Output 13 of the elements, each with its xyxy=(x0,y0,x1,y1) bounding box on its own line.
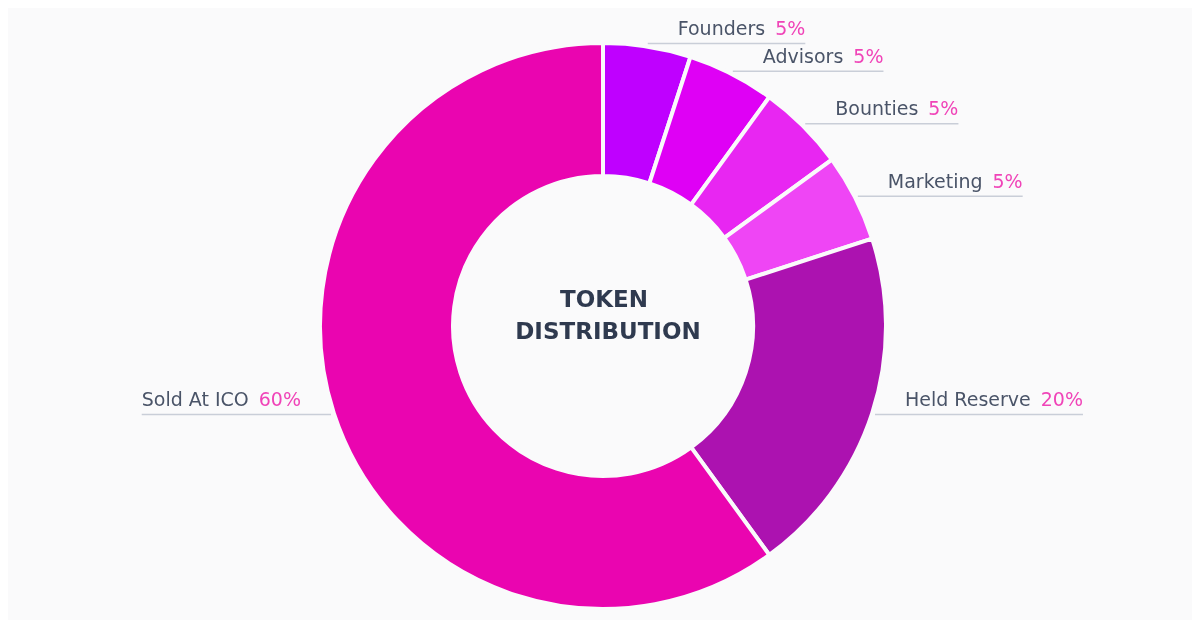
slice-label: Marketing xyxy=(887,169,983,192)
slice-label: Bounties xyxy=(835,97,919,120)
slice-label: Founders xyxy=(677,17,766,40)
text: TOKEN DISTRIBUTION xyxy=(515,286,701,344)
data-label: 5% xyxy=(992,169,1023,192)
slice-label: Advisors xyxy=(762,44,844,67)
data-label: 60% xyxy=(258,387,301,410)
data-label: 5% xyxy=(853,44,884,67)
data-label: 20% xyxy=(1040,387,1083,410)
data-label: 5% xyxy=(775,17,806,40)
data-label: 5% xyxy=(928,97,959,120)
slice-label: Sold At ICO xyxy=(141,387,249,410)
slice-label: Held Reserve xyxy=(904,387,1031,410)
